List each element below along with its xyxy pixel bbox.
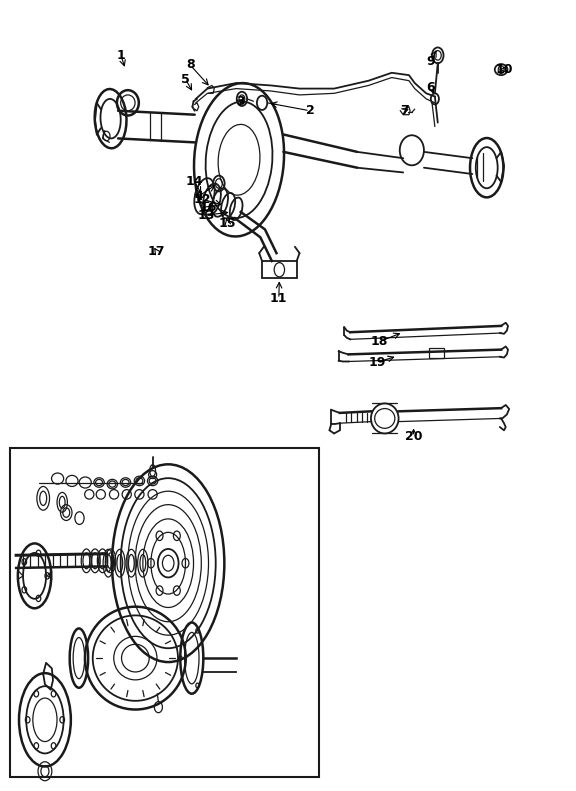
Text: 13: 13 <box>198 209 215 221</box>
Text: 7: 7 <box>400 104 409 117</box>
Bar <box>262 261 297 278</box>
Text: 10: 10 <box>495 63 513 76</box>
Text: 11: 11 <box>270 293 287 305</box>
Text: 2: 2 <box>305 104 314 117</box>
Text: 20: 20 <box>405 430 422 443</box>
Text: 3: 3 <box>237 95 245 108</box>
Text: 5: 5 <box>181 73 190 85</box>
Text: 1: 1 <box>116 49 126 62</box>
Bar <box>429 348 444 358</box>
Text: 16: 16 <box>200 201 217 214</box>
Text: 6: 6 <box>427 81 435 93</box>
Text: 4: 4 <box>194 190 203 202</box>
Text: 18: 18 <box>370 335 388 348</box>
Bar <box>10 448 319 777</box>
Text: 8: 8 <box>186 59 194 71</box>
Text: 9: 9 <box>427 55 435 68</box>
Text: 17: 17 <box>148 245 165 258</box>
Text: 15: 15 <box>219 217 236 229</box>
Text: 12: 12 <box>194 193 211 206</box>
Text: 14: 14 <box>186 176 203 188</box>
Text: 19: 19 <box>369 356 386 369</box>
